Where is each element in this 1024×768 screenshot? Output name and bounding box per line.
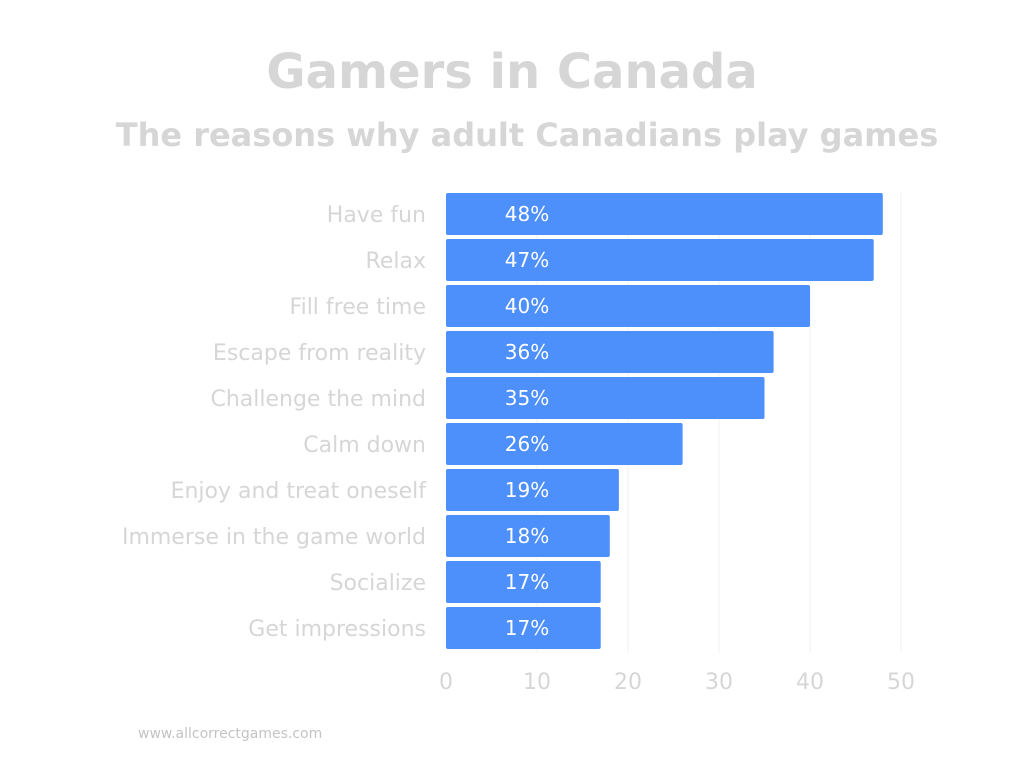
data-label: 17% — [505, 570, 549, 594]
chart-subtitle: The reasons why adult Canadians play gam… — [115, 116, 939, 154]
category-label: Immerse in the game world — [122, 525, 426, 550]
bar — [446, 239, 874, 281]
bar — [446, 377, 765, 419]
bar — [446, 469, 619, 511]
bar — [446, 561, 601, 603]
data-labels: 48% 47% 40% 36% 35% 26% 19% 18% 17% 17% — [505, 202, 549, 640]
x-tick-label: 40 — [796, 670, 824, 695]
category-label: Get impressions — [248, 617, 426, 642]
data-label: 40% — [505, 294, 549, 318]
x-tick-label: 30 — [705, 670, 733, 695]
chart-title: Gamers in Canada — [266, 44, 758, 100]
x-tick-label: 50 — [887, 670, 915, 695]
category-label: Fill free time — [290, 295, 426, 320]
source-credit: www.allcorrectgames.com — [138, 726, 323, 742]
bar — [446, 331, 774, 373]
bars — [446, 193, 883, 649]
x-axis-ticks: 0 10 20 30 40 50 — [439, 670, 915, 695]
x-tick-label: 10 — [523, 670, 551, 695]
category-label: Challenge the mind — [210, 387, 426, 412]
data-label: 26% — [505, 432, 549, 456]
x-tick-label: 0 — [439, 670, 453, 695]
data-label: 48% — [505, 202, 549, 226]
category-label: Enjoy and treat oneself — [171, 479, 428, 504]
data-label: 18% — [505, 524, 549, 548]
bar — [446, 423, 683, 465]
data-label: 47% — [505, 248, 549, 272]
category-label: Calm down — [303, 433, 426, 458]
data-label: 35% — [505, 386, 549, 410]
category-label: Escape from reality — [213, 341, 426, 366]
bar — [446, 515, 610, 557]
category-label: Have fun — [327, 203, 426, 228]
x-tick-label: 20 — [614, 670, 642, 695]
category-label: Socialize — [330, 571, 426, 596]
bar — [446, 607, 601, 649]
data-label: 19% — [505, 478, 549, 502]
bar — [446, 285, 810, 327]
category-label: Relax — [366, 249, 426, 274]
category-labels: Have fun Relax Fill free time Escape from r… — [122, 203, 427, 642]
data-label: 17% — [505, 616, 549, 640]
data-label: 36% — [505, 340, 549, 364]
bar — [446, 193, 883, 235]
